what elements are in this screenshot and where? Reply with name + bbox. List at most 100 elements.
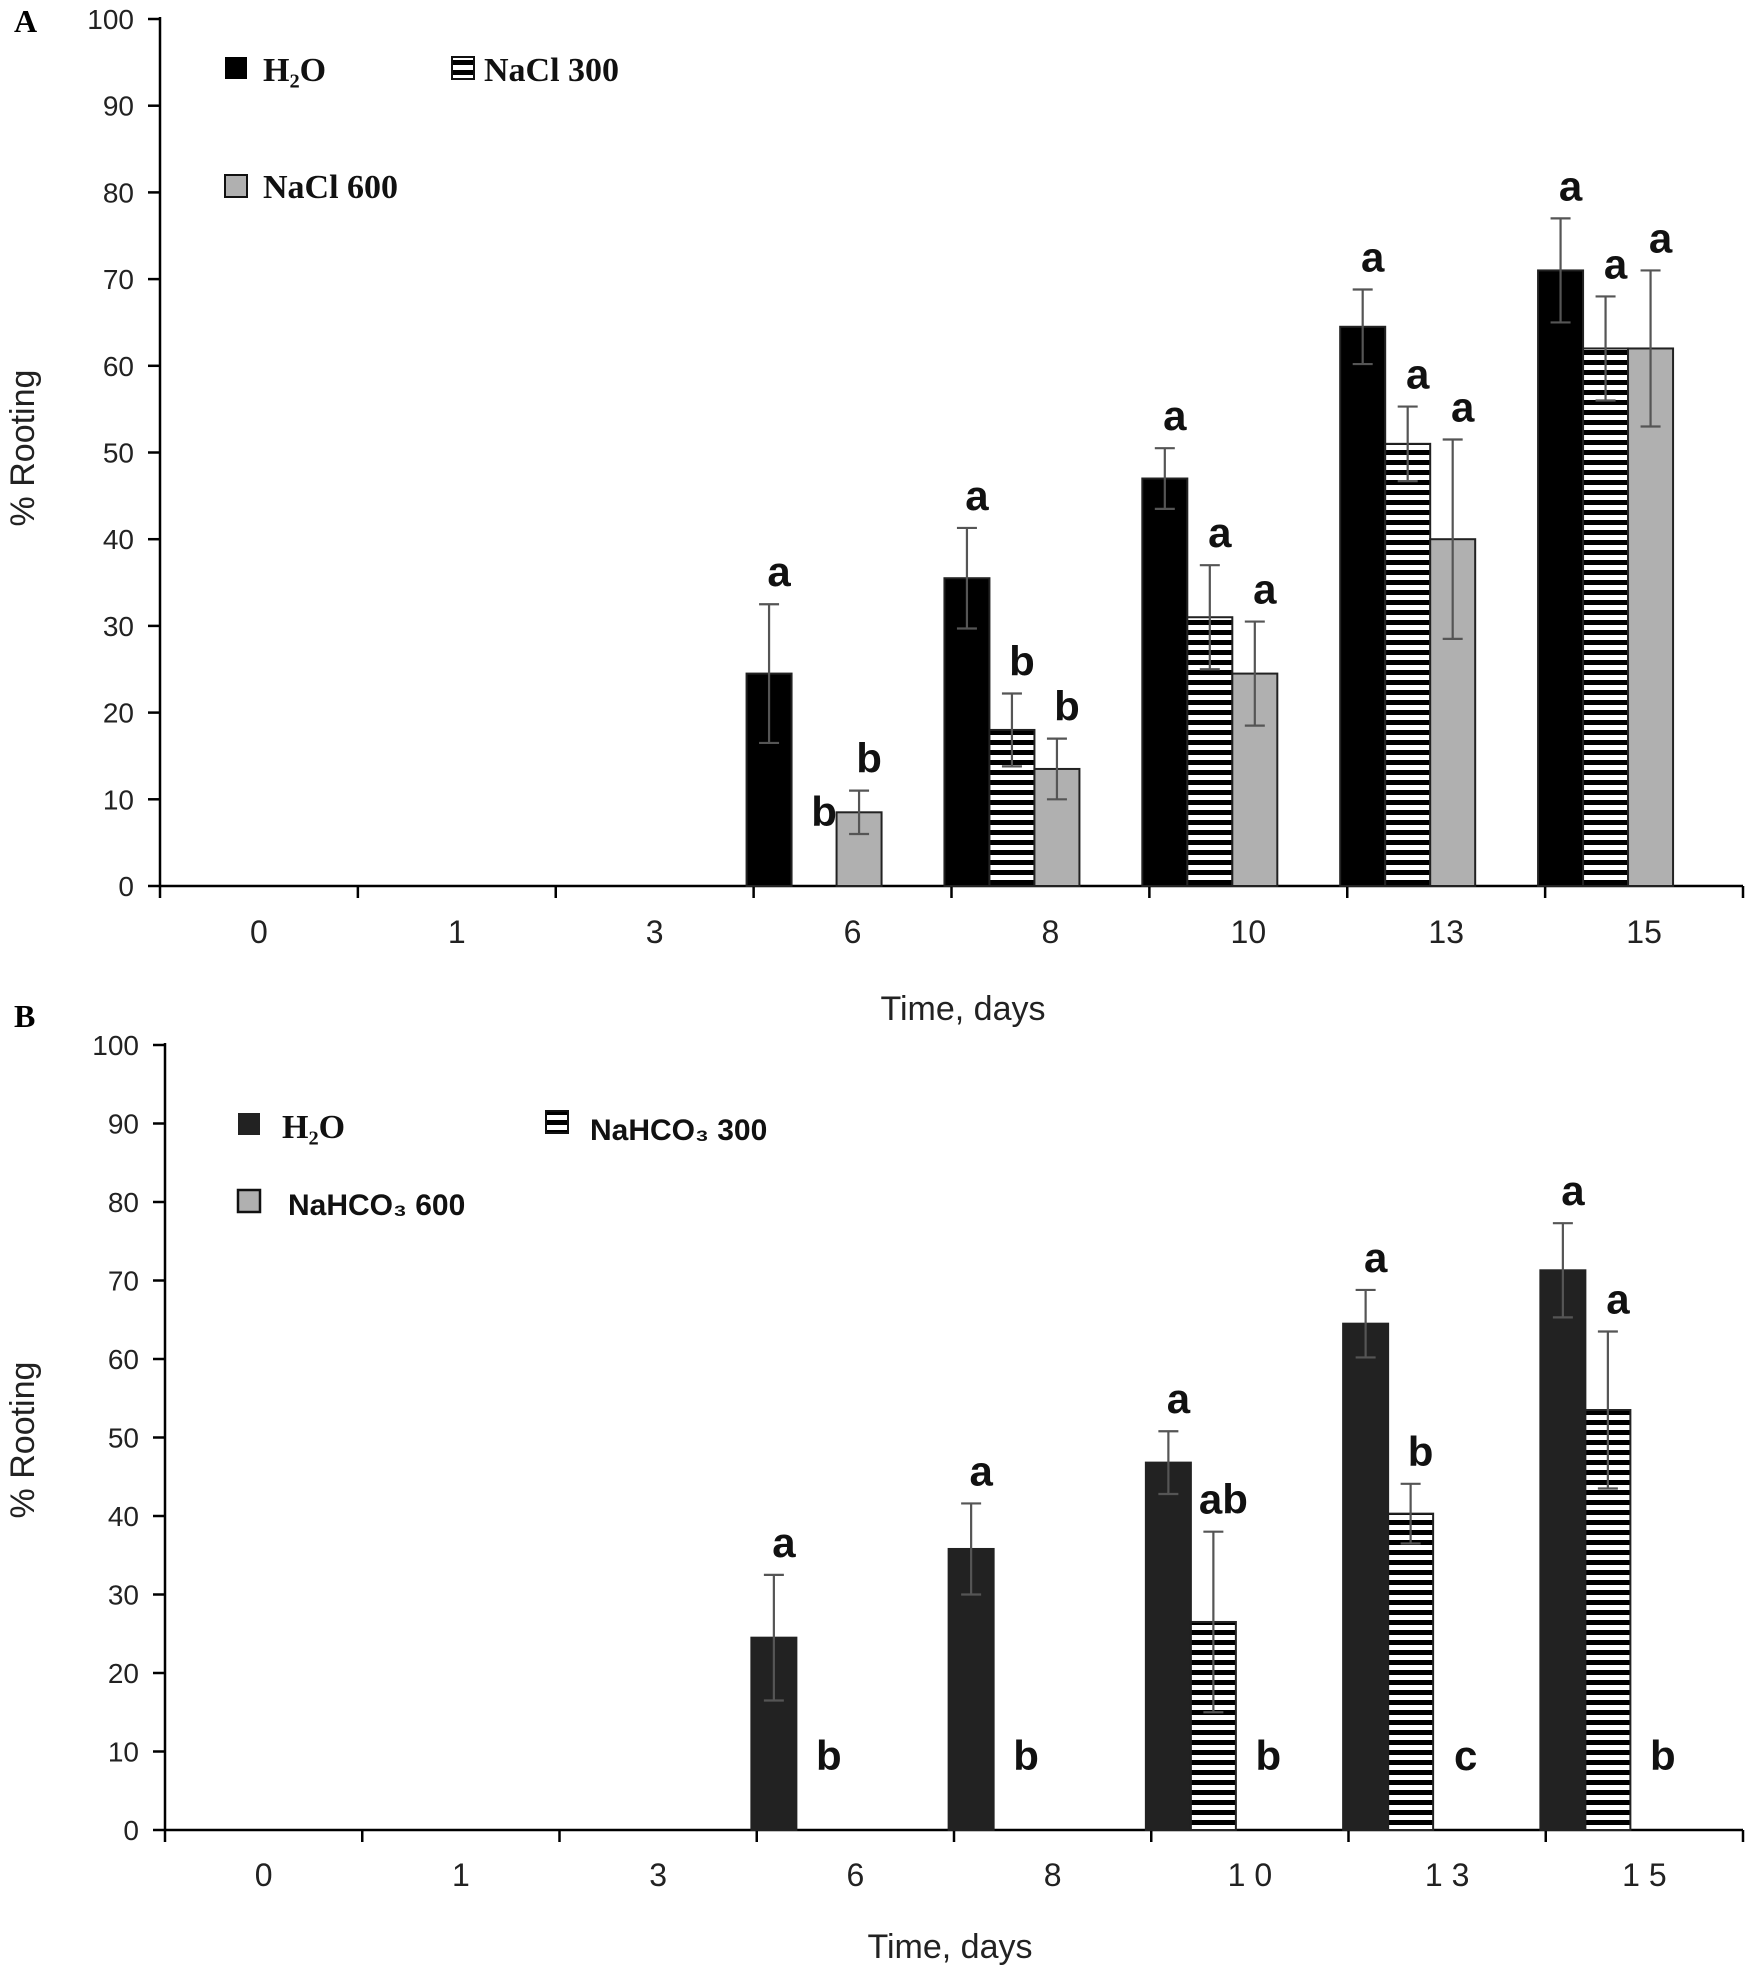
y-tick-label-b: 100	[92, 1030, 139, 1061]
x-tick-label-a: 1	[448, 914, 466, 950]
significance-label-a: a	[965, 472, 989, 519]
y-tick-label-a: 40	[103, 524, 134, 555]
y-tick-label-b: 10	[108, 1737, 139, 1768]
significance-label-b: a	[1561, 1167, 1585, 1214]
legend-b: H₂O NaHCO₃ 300 NaHCO₃ 600	[236, 1109, 767, 1222]
y-tick-label-b: 30	[108, 1580, 139, 1611]
significance-label-b: b	[816, 1732, 842, 1779]
significance-label-a: b	[1009, 638, 1035, 685]
y-tick-label-b: 50	[108, 1423, 139, 1454]
significance-label-a: b	[1054, 683, 1080, 730]
bar-solid-dark-a	[1141, 477, 1189, 887]
x-tick-label-b: 1 3	[1425, 1857, 1469, 1893]
x-tick-label-a: 8	[1042, 914, 1060, 950]
x-axis-title-a: Time, days	[880, 990, 1045, 1028]
legend-label-nacl300-a: NaCl 300	[484, 52, 619, 89]
significance-label-a: b	[856, 735, 882, 782]
significance-label-b: a	[1364, 1234, 1388, 1281]
y-tick-label-b: 70	[108, 1266, 139, 1297]
significance-label-a: a	[1253, 566, 1277, 613]
significance-label-a: a	[1361, 234, 1385, 281]
y-tick-label-b: 0	[123, 1815, 139, 1846]
bar-horizontal-stripes-b	[1189, 1620, 1237, 1831]
bar-solid-gray-a	[1627, 347, 1675, 887]
panel-label-a: A	[14, 3, 37, 39]
x-tick-label-b: 1 0	[1228, 1857, 1272, 1893]
bar-horizontal-stripes-a	[1582, 347, 1630, 887]
legend-swatch-nahco3-600-b	[236, 1188, 262, 1214]
x-tick-label-a: 10	[1231, 914, 1267, 950]
x-tick-label-a: 0	[250, 914, 268, 950]
significance-label-b: b	[1256, 1732, 1282, 1779]
y-tick-label-a: 20	[103, 698, 134, 729]
y-tick-label-b: 60	[108, 1344, 139, 1375]
x-tick-label-a: 15	[1626, 914, 1662, 950]
bar-horizontal-stripes-a	[1384, 442, 1432, 887]
legend-swatch-nahco3-300-b	[545, 1110, 569, 1134]
significance-label-b: b	[1013, 1732, 1039, 1779]
x-tick-label-a: 6	[844, 914, 862, 950]
y-tick-label-a: 10	[103, 784, 134, 815]
y-axis-title-a: % Rooting	[4, 370, 42, 527]
x-tick-label-b: 1 5	[1622, 1857, 1666, 1893]
bar-solid-dark-a	[1537, 269, 1585, 887]
legend-label-nahco3-300-b: NaHCO₃ 300	[590, 1114, 767, 1147]
bar-solid-dark-b	[1539, 1269, 1587, 1832]
significance-label-b: c	[1454, 1732, 1477, 1779]
y-tick-label-b: 20	[108, 1658, 139, 1689]
y-tick-label-a: 0	[118, 871, 134, 902]
bar-solid-dark-b	[947, 1547, 995, 1831]
panel-label-b: B	[14, 998, 35, 1034]
y-tick-label-a: 80	[103, 177, 134, 208]
x-axis-title-b: Time, days	[867, 1928, 1032, 1966]
y-tick-label-a: 60	[103, 351, 134, 382]
y-tick-label-b: 90	[108, 1109, 139, 1140]
y-tick-label-a: 100	[87, 4, 134, 35]
significance-label-a: a	[1451, 383, 1475, 430]
bar-solid-dark-b	[1144, 1461, 1192, 1831]
y-tick-label-a: 90	[103, 91, 134, 122]
y-tick-label-a: 50	[103, 438, 134, 469]
y-tick-label-b: 80	[108, 1187, 139, 1218]
legend-swatch-nacl300-a	[451, 56, 475, 80]
x-tick-label-b: 8	[1044, 1857, 1062, 1893]
significance-label-b: b	[1408, 1428, 1434, 1475]
y-axis-title-b: % Rooting	[4, 1362, 42, 1519]
legend-label-nahco3-600-b: NaHCO₃ 600	[288, 1189, 465, 1222]
significance-label-a: a	[767, 548, 791, 595]
legend-label-h2o-a: H₂O	[263, 52, 326, 89]
significance-label-a: a	[1559, 162, 1583, 209]
significance-label-b: a	[772, 1519, 796, 1566]
y-tick-label-b: 40	[108, 1501, 139, 1532]
x-tick-label-b: 1	[452, 1857, 470, 1893]
significance-label-b: a	[969, 1447, 993, 1494]
significance-label-a: a	[1163, 392, 1187, 439]
legend-label-nacl600-a: NaCl 600	[263, 169, 398, 206]
x-tick-label-a: 3	[646, 914, 664, 950]
significance-label-b: a	[1606, 1276, 1630, 1323]
legend-a: H₂O NaCl 300 NaCl 600	[224, 52, 619, 206]
significance-label-a: b	[811, 788, 837, 835]
significance-label-b: b	[1650, 1732, 1676, 1779]
legend-label-h2o-b: H₂O	[282, 1109, 345, 1146]
chart-panel-a: A % Rooting Time, days H₂O NaCl 300 NaCl…	[4, 3, 1745, 1028]
y-tick-label-a: 30	[103, 611, 134, 642]
significance-label-a: a	[1604, 240, 1628, 287]
significance-label-a: a	[1649, 214, 1673, 261]
legend-swatch-h2o-a	[225, 57, 247, 79]
x-tick-label-b: 3	[649, 1857, 667, 1893]
significance-label-b: a	[1167, 1375, 1191, 1422]
significance-label-a: a	[1406, 351, 1430, 398]
significance-label-a: a	[1208, 509, 1232, 556]
legend-swatch-h2o-b	[238, 1113, 260, 1135]
y-tick-label-a: 70	[103, 264, 134, 295]
bar-solid-dark-a	[1339, 325, 1387, 888]
chart-panel-b: B % Rooting Time, days H₂O NaHCO₃ 300 Na…	[4, 998, 1745, 1966]
x-tick-label-b: 6	[846, 1857, 864, 1893]
bar-horizontal-stripes-b	[1387, 1512, 1435, 1832]
x-tick-label-b: 0	[255, 1857, 273, 1893]
bar-solid-dark-b	[1342, 1322, 1390, 1832]
